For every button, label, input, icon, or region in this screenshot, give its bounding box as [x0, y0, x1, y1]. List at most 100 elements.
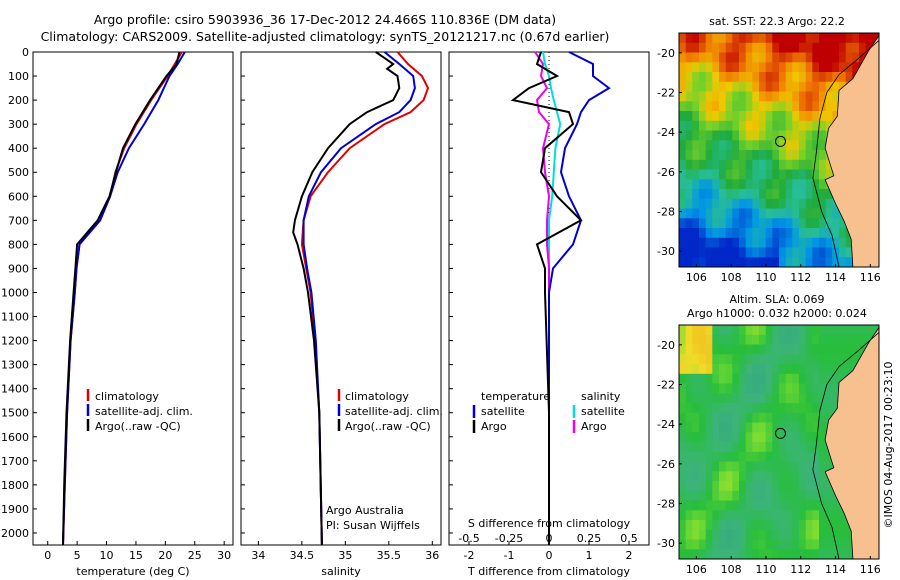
- map-cell: [685, 150, 693, 161]
- map-cell: [679, 481, 687, 492]
- map-cell: [725, 120, 733, 132]
- map-cell: [805, 344, 813, 355]
- s-tick-label-3: 0.25: [577, 532, 602, 545]
- y-tick-label--28: -28: [657, 205, 675, 218]
- x-tick-label-35.5: 35.5: [377, 549, 402, 562]
- map-cell: [685, 101, 693, 112]
- map-cell: [699, 111, 707, 122]
- map-cell: [825, 549, 833, 559]
- map-cell: [765, 549, 773, 559]
- map-cell: [825, 72, 833, 83]
- map-cell: [752, 140, 760, 151]
- map-cell: [792, 120, 800, 132]
- map-cell: [699, 62, 707, 73]
- map-cell: [832, 549, 840, 559]
- map-cell: [692, 520, 700, 531]
- map-cell: [845, 237, 853, 249]
- sst-map-title: sat. SST: 22.3 Argo: 22.2: [709, 15, 845, 28]
- map-cell: [852, 33, 860, 44]
- map-cell: [839, 539, 847, 550]
- map-cell: [805, 228, 813, 239]
- map-cell: [812, 91, 820, 102]
- map-cell: [705, 198, 713, 210]
- map-cell: [785, 101, 793, 112]
- map-cell: [745, 120, 753, 132]
- map-cell: [812, 471, 820, 482]
- map-cell: [759, 130, 767, 141]
- map-cell: [759, 520, 767, 531]
- map-cell: [772, 247, 780, 258]
- map-cell: [852, 334, 860, 346]
- map-cell: [792, 130, 800, 141]
- map-cell: [772, 208, 780, 219]
- map-cell: [679, 539, 687, 550]
- isobath-line: [812, 39, 879, 267]
- map-cell: [719, 490, 727, 502]
- map-cell: [765, 442, 773, 453]
- map-cell: [705, 529, 713, 541]
- map-cell: [739, 354, 747, 365]
- map-cell: [739, 257, 747, 267]
- map-cell: [785, 247, 793, 258]
- map-cell: [705, 208, 713, 219]
- map-cell: [799, 393, 807, 404]
- map-cell: [825, 247, 833, 258]
- map-cell: [812, 120, 820, 132]
- map-cell: [805, 130, 813, 141]
- map-cell: [819, 373, 827, 385]
- map-cell: [839, 62, 847, 73]
- map-cell: [699, 150, 707, 161]
- map-cell: [685, 91, 693, 102]
- map-cell: [745, 130, 753, 141]
- map-cell: [732, 208, 740, 219]
- map-cell: [792, 432, 800, 443]
- map-cell: [732, 432, 740, 443]
- map-cell: [745, 549, 753, 559]
- map-cell: [745, 520, 753, 531]
- map-cell: [685, 422, 693, 433]
- map-cell: [699, 120, 707, 132]
- map-cell: [752, 150, 760, 161]
- map-cell: [719, 412, 727, 424]
- map-cell: [719, 520, 727, 531]
- map-cell: [739, 373, 747, 385]
- map-cell: [759, 422, 767, 433]
- map-cell: [765, 52, 773, 63]
- map-cell: [752, 33, 760, 44]
- map-cell: [759, 150, 767, 161]
- map-cell: [739, 422, 747, 433]
- map-cell: [839, 42, 847, 54]
- map-cell: [739, 169, 747, 180]
- map-cell: [752, 81, 760, 93]
- map-cell: [839, 325, 847, 336]
- y-tick-label-700: 700: [8, 214, 29, 227]
- map-cell: [699, 422, 707, 433]
- map-cell: [699, 81, 707, 93]
- map-cell: [692, 403, 700, 414]
- map-cell: [712, 140, 720, 151]
- map-cell: [745, 334, 753, 346]
- map-cell: [719, 33, 727, 44]
- map-cell: [785, 549, 793, 559]
- map-cell: [752, 490, 760, 502]
- map-cell: [685, 412, 693, 424]
- map-cell: [712, 101, 720, 112]
- map-cell: [832, 228, 840, 239]
- map-cell: [685, 247, 693, 258]
- map-cell: [725, 500, 733, 511]
- map-cell: [679, 432, 687, 443]
- map-cell: [779, 393, 787, 404]
- map-cell: [732, 169, 740, 180]
- map-cell: [765, 422, 773, 433]
- map-cell: [839, 549, 847, 559]
- map-cell: [772, 539, 780, 550]
- map-cell: [685, 490, 693, 502]
- map-cell: [765, 529, 773, 541]
- map-cell: [725, 62, 733, 73]
- map-cell: [825, 81, 833, 93]
- map-cell: [679, 510, 687, 521]
- map-cell: [732, 325, 740, 336]
- map-cell: [772, 344, 780, 355]
- map-cell: [819, 237, 827, 249]
- map-cell: [685, 461, 693, 472]
